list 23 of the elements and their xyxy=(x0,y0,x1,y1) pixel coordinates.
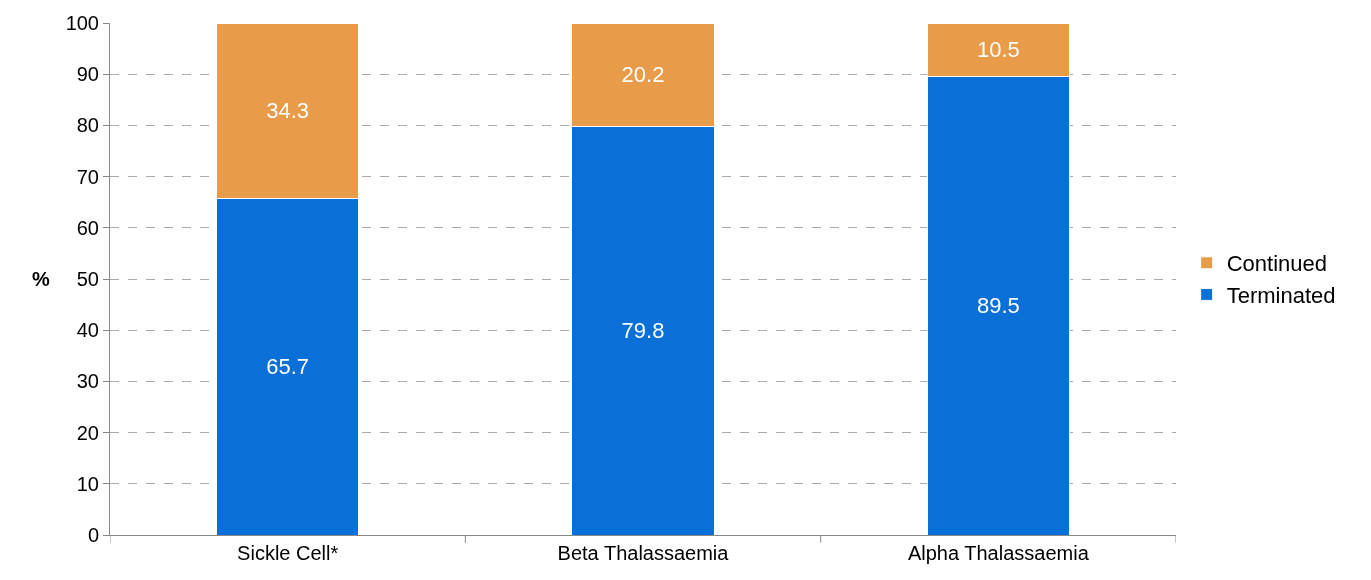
y-tick-label: 70 xyxy=(76,165,99,188)
y-tick-label: 90 xyxy=(76,63,99,86)
y-axis-title: % xyxy=(32,268,50,290)
y-tick-label: 0 xyxy=(87,524,99,546)
y-tick-label: 10 xyxy=(76,472,99,495)
y-tick-label: 60 xyxy=(76,216,99,239)
legend-label: Terminated xyxy=(1226,282,1336,308)
data-label: 10.5 xyxy=(976,37,1020,63)
x-tick-label: Alpha Thalassaemia xyxy=(907,542,1090,564)
y-tick-label: 20 xyxy=(76,421,99,444)
x-tick-label: Beta Thalassaemia xyxy=(557,542,730,564)
y-tick-label: 30 xyxy=(76,370,99,393)
data-label: 20.2 xyxy=(621,62,665,88)
data-label: 89.5 xyxy=(976,293,1020,319)
legend-label: Continued xyxy=(1226,251,1327,277)
data-label: 79.8 xyxy=(621,318,665,344)
y-tick-label: 80 xyxy=(76,114,99,137)
y-tick-label: 40 xyxy=(76,319,99,342)
x-tick-label: Sickle Cell* xyxy=(237,542,339,564)
y-tick-label: 50 xyxy=(76,268,99,290)
data-label: 34.3 xyxy=(266,98,310,124)
data-label: 65.7 xyxy=(266,354,310,380)
y-tick-label: 100 xyxy=(65,12,99,34)
